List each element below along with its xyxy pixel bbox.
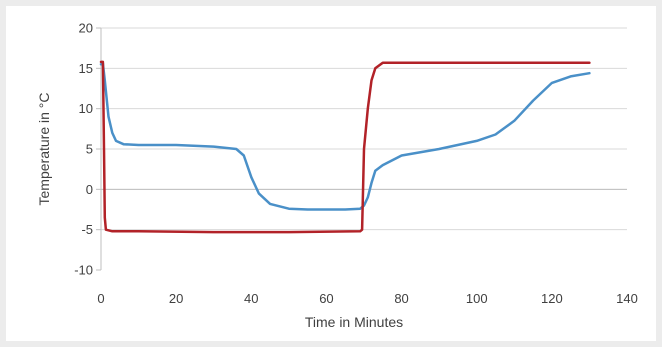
x-tick-label: 40 bbox=[244, 291, 258, 306]
chart-panel: -10 -5 0 5 10 15 20 0 20 40 60 80 100 120 140 Time in… bbox=[6, 6, 656, 341]
y-tick-label: 5 bbox=[86, 142, 93, 157]
y-tick-label: 15 bbox=[79, 61, 93, 76]
y-tick-label: 20 bbox=[79, 21, 93, 36]
x-tick-label: 60 bbox=[319, 291, 333, 306]
x-tick-label: 100 bbox=[466, 291, 488, 306]
x-tick-label: 140 bbox=[616, 291, 638, 306]
x-tick-label: 80 bbox=[394, 291, 408, 306]
y-axis-title: Temperature in °C bbox=[36, 93, 52, 206]
series-line-1 bbox=[99, 62, 591, 211]
series-line-2 bbox=[99, 60, 591, 234]
y-tick-label: -5 bbox=[81, 222, 93, 237]
y-tick-label: 10 bbox=[79, 101, 93, 116]
x-tick-label: 0 bbox=[97, 291, 104, 306]
line-chart: -10 -5 0 5 10 15 20 0 20 40 60 80 100 120 140 Time in… bbox=[36, 21, 638, 331]
x-axis-title: Time in Minutes bbox=[305, 314, 403, 330]
x-tick-label: 120 bbox=[541, 291, 563, 306]
y-tick-label: -10 bbox=[74, 263, 93, 278]
y-tick-label: 0 bbox=[86, 182, 93, 197]
x-tick-label: 20 bbox=[169, 291, 183, 306]
